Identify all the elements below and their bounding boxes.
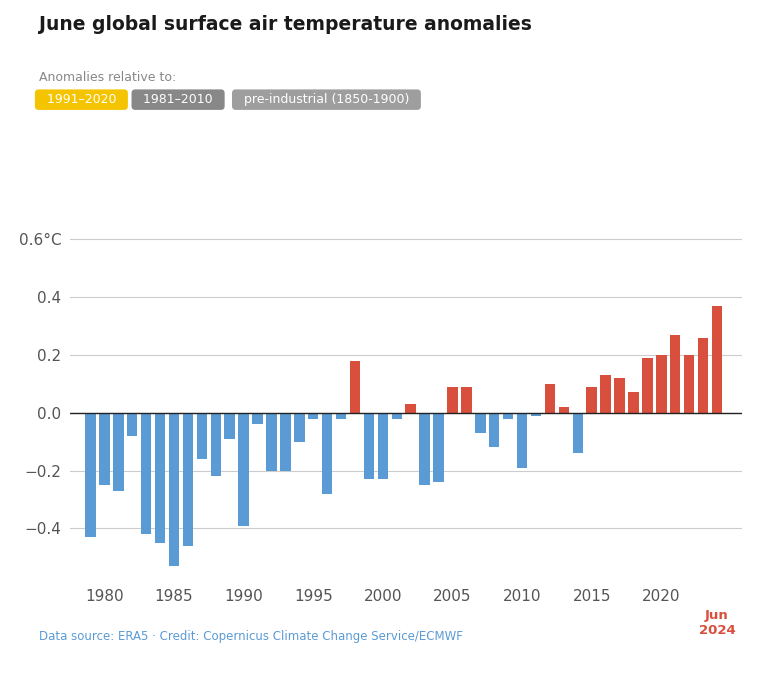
Bar bbox=[196, 412, 207, 459]
Bar bbox=[364, 412, 374, 479]
Bar bbox=[656, 355, 666, 412]
Bar bbox=[85, 412, 96, 537]
Bar bbox=[517, 412, 527, 468]
Bar bbox=[350, 360, 360, 412]
Text: 1981–2010: 1981–2010 bbox=[135, 93, 221, 106]
Bar bbox=[378, 412, 388, 479]
Text: Data source: ERA5 · Credit: Copernicus Climate Change Service/ECMWF: Data source: ERA5 · Credit: Copernicus C… bbox=[39, 630, 462, 643]
Bar bbox=[712, 306, 722, 412]
Text: Jun
2024: Jun 2024 bbox=[699, 610, 735, 637]
Bar bbox=[224, 412, 235, 439]
Bar bbox=[503, 412, 513, 418]
Bar bbox=[461, 387, 472, 412]
Bar bbox=[531, 412, 541, 416]
Bar bbox=[294, 412, 305, 441]
Bar bbox=[392, 412, 402, 418]
Bar bbox=[406, 404, 416, 412]
Bar bbox=[448, 387, 458, 412]
Bar bbox=[545, 384, 555, 412]
Bar bbox=[169, 412, 179, 566]
Bar bbox=[308, 412, 318, 418]
Bar bbox=[601, 375, 611, 412]
Bar bbox=[238, 412, 249, 526]
Bar bbox=[489, 412, 499, 448]
Bar bbox=[420, 412, 430, 485]
Text: June global surface air temperature anomalies: June global surface air temperature anom… bbox=[39, 15, 532, 34]
Bar bbox=[684, 355, 694, 412]
Text: pre-industrial (1850-1900): pre-industrial (1850-1900) bbox=[236, 93, 417, 106]
Bar bbox=[628, 392, 638, 412]
Bar bbox=[210, 412, 221, 477]
Bar bbox=[155, 412, 165, 543]
Text: Anomalies relative to:: Anomalies relative to: bbox=[39, 71, 176, 84]
Bar bbox=[335, 412, 346, 418]
Bar bbox=[252, 412, 263, 425]
Bar bbox=[113, 412, 124, 491]
Bar bbox=[587, 387, 597, 412]
Bar bbox=[266, 412, 277, 470]
Bar bbox=[475, 412, 485, 433]
Bar bbox=[141, 412, 152, 534]
Bar bbox=[322, 412, 332, 493]
Bar bbox=[280, 412, 291, 470]
Bar bbox=[642, 358, 652, 412]
Bar bbox=[99, 412, 110, 485]
Bar bbox=[434, 412, 444, 482]
Bar bbox=[559, 407, 569, 412]
Bar bbox=[127, 412, 138, 436]
Bar bbox=[698, 338, 708, 412]
Bar bbox=[182, 412, 193, 546]
Text: 1991–2020: 1991–2020 bbox=[39, 93, 124, 106]
Bar bbox=[670, 335, 680, 412]
Bar bbox=[615, 378, 625, 412]
Bar bbox=[573, 412, 583, 453]
